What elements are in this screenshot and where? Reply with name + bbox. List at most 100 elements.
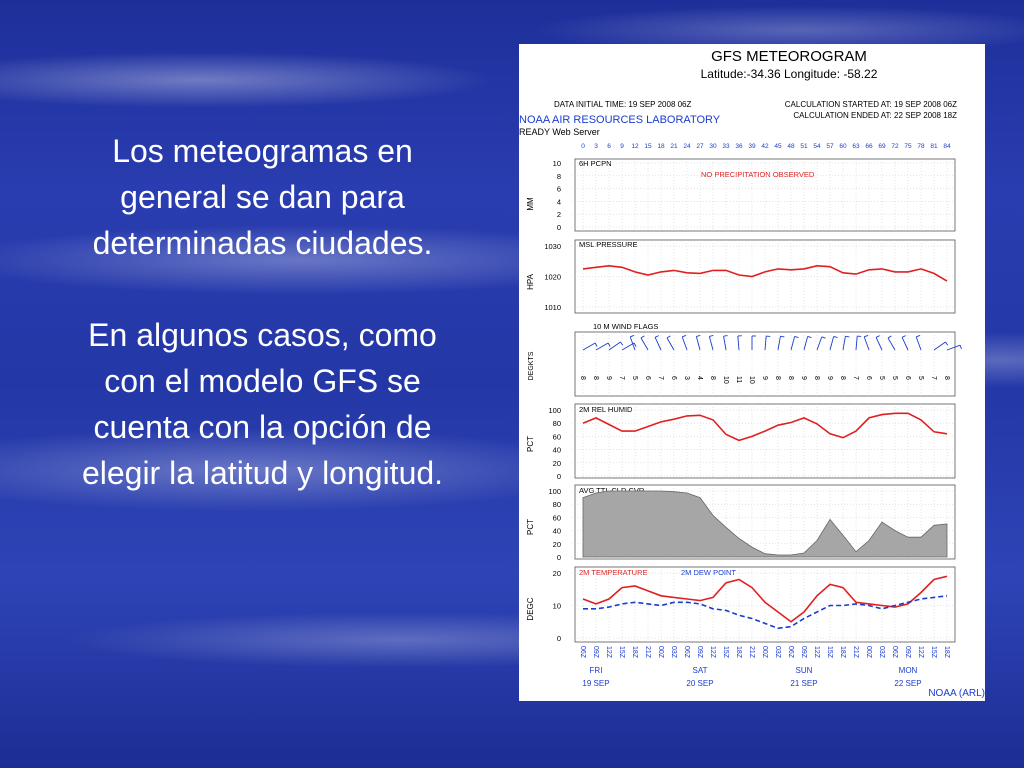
y-tick-label: 10	[553, 602, 561, 611]
y-tick-label: 1030	[544, 242, 561, 251]
wind-speed-label: 6	[670, 376, 677, 380]
time-label: 15Z	[826, 646, 833, 659]
calc-started: CALCULATION STARTED AT: 19 SEP 2008 06Z	[785, 100, 957, 109]
rh-ylabel: PCT	[526, 436, 535, 452]
wind-speed-label: 8	[579, 376, 586, 380]
y-tick-label: 100	[548, 406, 561, 415]
day-label: SUN	[796, 666, 813, 675]
forecast-hour-tick: 0	[581, 143, 585, 150]
time-label: 09Z	[696, 646, 703, 659]
day-label: SAT	[693, 666, 708, 675]
lab-name: NOAA AIR RESOURCES LABORATORY	[519, 114, 721, 126]
forecast-hour-tick: 18	[657, 143, 665, 150]
forecast-hour-tick: 81	[930, 143, 938, 150]
dewpoint-label: 2M DEW POINT	[681, 568, 736, 577]
wind-barb-tick	[887, 335, 892, 339]
y-tick-label: 100	[548, 487, 561, 496]
wind-speed-label: 10	[748, 376, 755, 384]
forecast-hour-tick: 54	[813, 143, 821, 150]
time-label: 06Z	[891, 646, 898, 659]
forecast-hour-tick: 72	[891, 143, 899, 150]
y-tick-label: 20	[553, 540, 561, 549]
forecast-hour-tick: 66	[865, 143, 873, 150]
time-label: 00Z	[761, 646, 768, 659]
wind-barb	[933, 341, 946, 351]
wind-barb-tick	[640, 335, 645, 339]
day-label: MON	[899, 666, 918, 675]
forecast-hour-tick: 3	[594, 143, 598, 150]
time-label: 03Z	[878, 646, 885, 659]
y-tick-label: 8	[557, 172, 561, 181]
wind-barb	[842, 336, 846, 351]
wind-speed-label: 10	[722, 376, 729, 384]
precip-note: NO PRECIPITATION OBSERVED	[701, 170, 815, 179]
forecast-hour-tick: 45	[774, 143, 782, 150]
y-tick-label: 6	[557, 185, 561, 194]
dewpoint-line	[583, 595, 948, 630]
forecast-hour-tick: 30	[709, 143, 717, 150]
time-label: 12Z	[709, 646, 716, 659]
time-label: 06Z	[579, 646, 586, 659]
wind-speed-label: 8	[839, 376, 846, 380]
wind-barb-tick	[633, 342, 637, 347]
wind-barb	[777, 336, 781, 351]
date-label: 21 SEP	[790, 679, 817, 688]
forecast-hour-tick: 24	[683, 143, 691, 150]
wind-barb-tick	[794, 336, 799, 338]
wind-barb-tick	[875, 335, 880, 338]
wind-speed-label: 8	[813, 376, 820, 380]
meteogram-panel: GFS METEOROGRAM Latitude:-34.36 Longitud…	[519, 44, 985, 701]
wind-speed-label: 9	[800, 376, 807, 380]
pressure-ylabel: HPA	[526, 273, 535, 290]
wind-barb	[695, 336, 701, 351]
forecast-hours-row: 0 3 6 9 12 15 18 21 24 27 30 33 36 39 42 45 48 51 54 57 60 63…	[581, 143, 951, 150]
forecast-hour-tick: 84	[943, 143, 951, 150]
paragraph-cities: Los meteogramas en general se dan para d…	[92, 133, 433, 261]
time-label: 09Z	[800, 646, 807, 659]
y-tick-label: 80	[553, 500, 561, 509]
forecast-hour-tick: 75	[904, 143, 912, 150]
wind-speed-label: 7	[852, 376, 859, 380]
y-tick-label: 2	[557, 210, 561, 219]
wind-label: 10 M WIND FLAGS	[593, 322, 658, 331]
time-label: 15Z	[930, 646, 937, 659]
slide-text: Los meteogramas en general se dan para d…	[60, 128, 465, 496]
wind-barb	[723, 336, 727, 351]
forecast-hour-tick: 69	[878, 143, 886, 150]
time-label: 15Z	[618, 646, 625, 659]
forecast-hour-tick: 15	[644, 143, 652, 150]
wind-barb	[790, 336, 796, 351]
wind-speed-label: 8	[592, 376, 599, 380]
y-tick-label: 0	[557, 472, 561, 481]
chart-subtitle: Latitude:-34.36 Longitude: -58.22	[701, 67, 878, 81]
wind-barb	[621, 342, 635, 351]
footer-credit: NOAA (ARL)	[928, 688, 985, 699]
temperature-line	[582, 575, 948, 623]
precip-ylabel: MM	[526, 197, 535, 211]
time-label: 09Z	[592, 646, 599, 659]
wind-barb-tick	[959, 345, 962, 350]
wind-barb	[737, 336, 740, 351]
cloud-cover-area	[582, 490, 948, 558]
wind-barb-tick	[723, 335, 728, 337]
wind-barb-tick	[654, 335, 659, 338]
wind-speed-label: 5	[917, 376, 924, 380]
wind-barb-tick	[709, 335, 714, 337]
wind-barb	[764, 336, 767, 351]
wind-barb	[887, 337, 896, 351]
forecast-hour-tick: 33	[722, 143, 730, 150]
wind-speed-label: 8	[774, 376, 781, 380]
forecast-hour-tick: 51	[800, 143, 808, 150]
wind-barb	[855, 336, 858, 351]
forecast-hour-tick: 12	[631, 143, 639, 150]
rh-line	[582, 412, 948, 442]
wind-barb	[875, 337, 883, 351]
y-tick-label: 60	[553, 513, 561, 522]
wind-speed-label: 7	[618, 376, 625, 380]
wind-barb-tick	[821, 336, 826, 339]
wind-barb	[629, 336, 636, 351]
y-tick-label: 4	[557, 197, 561, 206]
temp-label: 2M TEMPERATURE	[579, 568, 647, 577]
chart-title: GFS METEOROGRAM	[711, 48, 867, 65]
wind-barb-tick	[594, 342, 598, 347]
